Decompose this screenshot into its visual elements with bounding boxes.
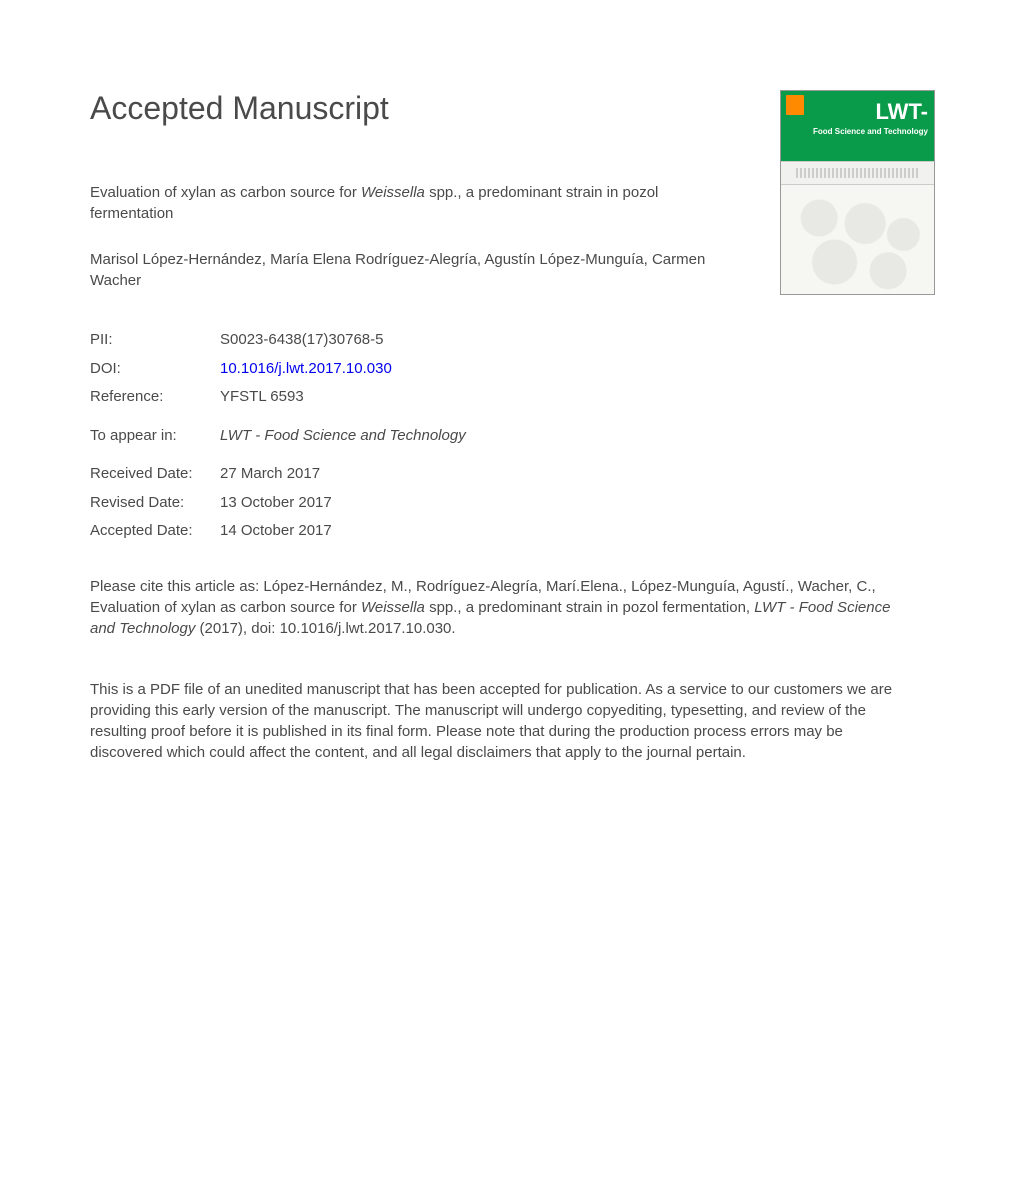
citation-text: Please cite this article as: López-Herná… — [90, 576, 910, 639]
meta-row-appear: To appear in: LWT - Food Science and Tec… — [90, 422, 930, 451]
metadata-table: PII: S0023-6438(17)30768-5 DOI: 10.1016/… — [90, 326, 930, 546]
meta-row-doi: DOI: 10.1016/j.lwt.2017.10.030 — [90, 355, 930, 384]
meta-value: YFSTL 6593 — [220, 383, 304, 412]
cover-image-placeholder — [781, 185, 934, 295]
cover-info-strip — [781, 161, 934, 185]
meta-value: 13 October 2017 — [220, 489, 332, 518]
citation-post: (2017), doi: 10.1016/j.lwt.2017.10.030. — [195, 620, 455, 637]
elsevier-logo-icon — [786, 95, 804, 115]
meta-label: DOI: — [90, 355, 220, 384]
cover-strip-placeholder — [796, 168, 918, 178]
meta-label: Reference: — [90, 383, 220, 412]
meta-row-revised: Revised Date: 13 October 2017 — [90, 489, 930, 518]
cover-header: LWT- Food Science and Technology — [781, 91, 934, 161]
article-title: Evaluation of xylan as carbon source for… — [90, 182, 730, 224]
meta-label: Accepted Date: — [90, 517, 220, 546]
cover-journal-subtitle: Food Science and Technology — [813, 127, 928, 136]
cover-journal-title: LWT- — [875, 101, 928, 123]
meta-value: 14 October 2017 — [220, 517, 332, 546]
meta-row-accepted: Accepted Date: 14 October 2017 — [90, 517, 930, 546]
article-title-pre: Evaluation of xylan as carbon source for — [90, 184, 361, 201]
citation-italic-genus: Weissella — [361, 599, 425, 616]
meta-value: 27 March 2017 — [220, 460, 320, 489]
meta-label: Revised Date: — [90, 489, 220, 518]
disclaimer-text: This is a PDF file of an unedited manusc… — [90, 679, 910, 763]
meta-row-received: Received Date: 27 March 2017 — [90, 460, 930, 489]
journal-cover-thumbnail: LWT- Food Science and Technology — [780, 90, 935, 295]
meta-value: S0023-6438(17)30768-5 — [220, 326, 383, 355]
doi-link[interactable]: 10.1016/j.lwt.2017.10.030 — [220, 355, 392, 384]
meta-label: To appear in: — [90, 422, 220, 451]
meta-label: PII: — [90, 326, 220, 355]
article-authors: Marisol López-Hernández, María Elena Rod… — [90, 249, 730, 291]
meta-row-reference: Reference: YFSTL 6593 — [90, 383, 930, 412]
citation-mid: spp., a predominant strain in pozol ferm… — [425, 599, 754, 616]
meta-value: LWT - Food Science and Technology — [220, 422, 466, 451]
article-title-italic: Weissella — [361, 184, 425, 201]
meta-label: Received Date: — [90, 460, 220, 489]
meta-row-pii: PII: S0023-6438(17)30768-5 — [90, 326, 930, 355]
